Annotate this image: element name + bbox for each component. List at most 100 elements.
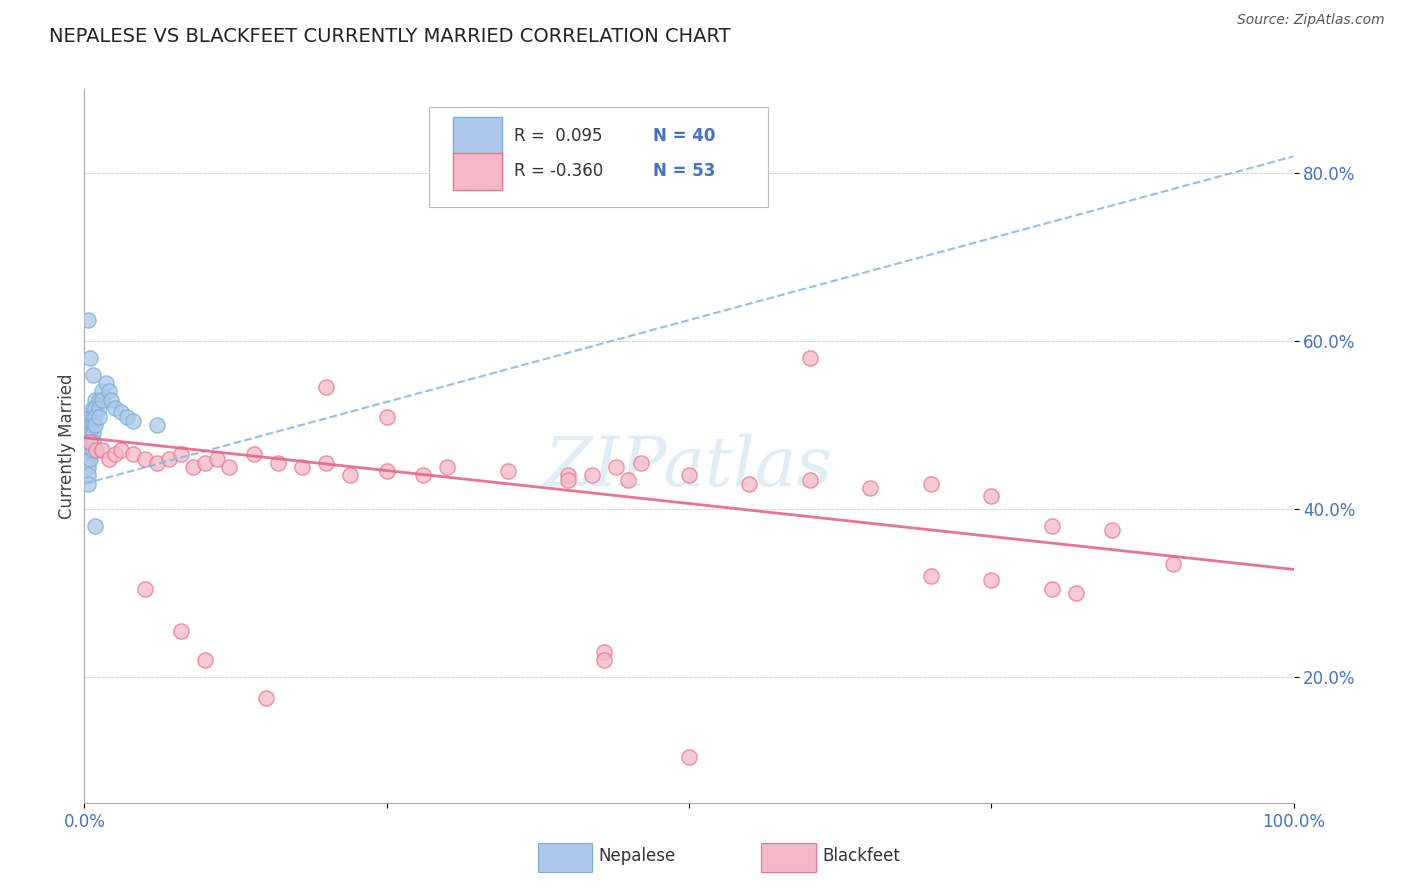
Point (100, 392, 122, 407)
Point (170, 624, 193, 638)
Point (82, 434, 104, 449)
Point (79, 417, 101, 432)
Point (77, 476, 100, 491)
Point (110, 405, 132, 419)
Point (84, 518, 107, 533)
Point (84, 392, 107, 407)
Point (79, 434, 101, 449)
Text: Nepalese: Nepalese (599, 847, 675, 865)
Point (605, 460, 627, 475)
Point (79, 451, 101, 466)
Point (617, 473, 640, 487)
Point (79, 426, 101, 441)
Point (157, 451, 180, 466)
Point (339, 468, 361, 483)
Point (82, 368, 104, 382)
Point (97, 384, 120, 399)
Point (436, 460, 458, 475)
Point (77, 443, 100, 458)
Point (859, 481, 882, 495)
FancyBboxPatch shape (429, 107, 768, 207)
Point (181, 460, 204, 475)
Point (593, 653, 616, 667)
Point (134, 582, 156, 596)
Point (170, 447, 193, 461)
Text: N = 40: N = 40 (652, 127, 716, 145)
Point (91, 384, 114, 399)
Point (1040, 582, 1063, 596)
Point (84, 409, 107, 424)
FancyBboxPatch shape (453, 153, 502, 190)
Point (291, 460, 314, 475)
Point (678, 468, 700, 483)
Point (104, 401, 127, 416)
Point (84, 417, 107, 432)
Point (79, 351, 101, 365)
Point (375, 409, 398, 424)
Point (194, 456, 217, 470)
Point (87, 392, 110, 407)
Point (496, 464, 519, 478)
Point (97, 451, 120, 466)
Point (84, 401, 107, 416)
Text: R =  0.095: R = 0.095 (513, 127, 602, 145)
Point (980, 489, 1002, 503)
Point (254, 690, 277, 705)
Text: N = 53: N = 53 (652, 162, 716, 180)
Point (77, 426, 100, 441)
Point (79, 434, 101, 449)
Text: ZIPatlas: ZIPatlas (546, 434, 832, 500)
Point (920, 569, 942, 583)
Text: Source: ZipAtlas.com: Source: ZipAtlas.com (1237, 13, 1385, 28)
Point (110, 443, 132, 458)
Point (146, 417, 169, 432)
Point (134, 451, 156, 466)
Point (315, 456, 337, 470)
Point (412, 468, 434, 483)
Point (799, 473, 821, 487)
Point (82, 401, 104, 416)
Point (593, 645, 616, 659)
Point (557, 473, 579, 487)
Point (77, 443, 100, 458)
Point (1101, 523, 1123, 537)
Point (82, 417, 104, 432)
Bar (538, 844, 592, 872)
Point (630, 456, 652, 470)
Point (207, 451, 229, 466)
Point (738, 476, 761, 491)
Point (82, 426, 104, 441)
Point (242, 447, 264, 461)
Point (87, 401, 110, 416)
Point (1064, 586, 1087, 600)
Point (82, 443, 104, 458)
Point (194, 653, 217, 667)
FancyBboxPatch shape (453, 117, 502, 154)
Point (77, 451, 100, 466)
Point (557, 468, 579, 483)
Point (77, 434, 100, 449)
Point (121, 414, 143, 428)
Point (799, 351, 821, 365)
Point (146, 456, 169, 470)
Point (77, 460, 100, 475)
Point (115, 409, 138, 424)
Point (678, 749, 700, 764)
Point (121, 447, 143, 461)
Point (82, 409, 104, 424)
Point (86, 443, 108, 458)
Point (980, 574, 1002, 588)
Text: NEPALESE VS BLACKFEET CURRENTLY MARRIED CORRELATION CHART: NEPALESE VS BLACKFEET CURRENTLY MARRIED … (49, 27, 731, 45)
Point (1040, 518, 1063, 533)
Point (920, 476, 942, 491)
Point (581, 468, 603, 483)
Point (79, 409, 101, 424)
Point (315, 380, 337, 394)
Point (375, 464, 398, 478)
Point (104, 447, 127, 461)
Point (267, 456, 290, 470)
Point (91, 443, 114, 458)
Point (94, 376, 117, 390)
Point (87, 409, 110, 424)
Y-axis label: Currently Married: Currently Married (58, 373, 76, 519)
